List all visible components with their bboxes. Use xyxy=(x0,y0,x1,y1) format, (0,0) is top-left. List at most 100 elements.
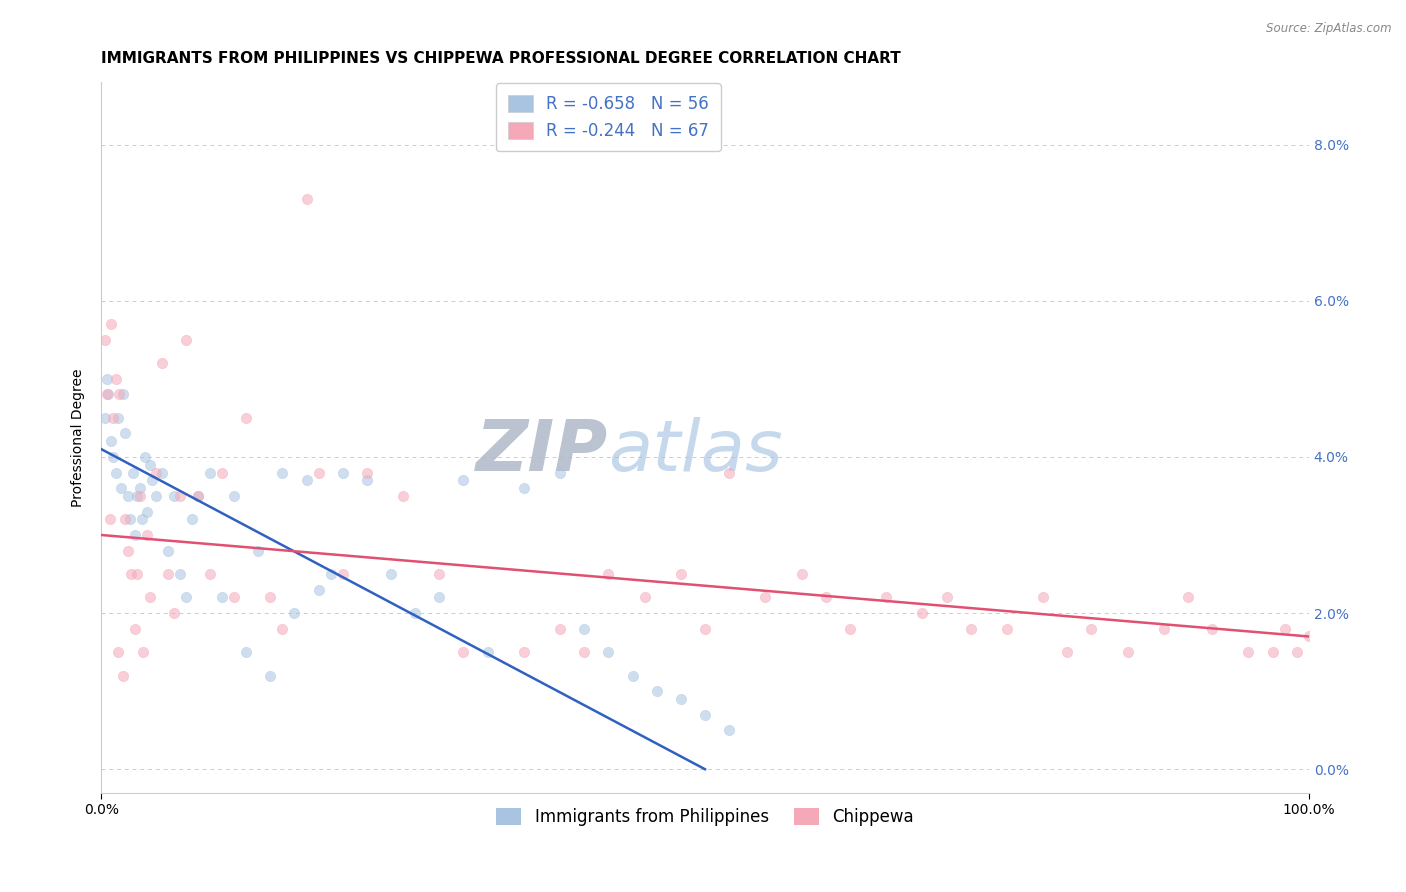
Point xyxy=(1116,645,1139,659)
Point xyxy=(319,567,342,582)
Point xyxy=(141,473,163,487)
Point xyxy=(839,622,862,636)
Point xyxy=(356,473,378,487)
Point xyxy=(718,466,741,480)
Point xyxy=(1285,645,1308,659)
Point xyxy=(356,466,378,480)
Point xyxy=(103,410,125,425)
Y-axis label: Professional Degree: Professional Degree xyxy=(72,368,86,507)
Point xyxy=(110,481,132,495)
Point xyxy=(1080,622,1102,636)
Point xyxy=(693,707,716,722)
Point xyxy=(104,466,127,480)
Point xyxy=(935,591,957,605)
Point xyxy=(1056,645,1078,659)
Point xyxy=(138,458,160,472)
Point xyxy=(136,528,159,542)
Point xyxy=(513,645,536,659)
Point xyxy=(598,567,620,582)
Point xyxy=(94,410,117,425)
Text: ZIP: ZIP xyxy=(477,417,609,486)
Point xyxy=(103,450,125,464)
Point xyxy=(121,466,143,480)
Point xyxy=(718,723,741,738)
Point xyxy=(271,466,294,480)
Point xyxy=(995,622,1018,636)
Point xyxy=(222,591,245,605)
Point xyxy=(156,567,179,582)
Point xyxy=(1261,645,1284,659)
Point xyxy=(1032,591,1054,605)
Point xyxy=(111,668,134,682)
Point xyxy=(163,606,186,620)
Point xyxy=(187,489,209,503)
Point xyxy=(513,481,536,495)
Point xyxy=(187,489,209,503)
Text: IMMIGRANTS FROM PHILIPPINES VS CHIPPEWA PROFESSIONAL DEGREE CORRELATION CHART: IMMIGRANTS FROM PHILIPPINES VS CHIPPEWA … xyxy=(101,51,901,66)
Point xyxy=(308,466,330,480)
Point xyxy=(180,512,202,526)
Point xyxy=(222,489,245,503)
Point xyxy=(96,372,118,386)
Point xyxy=(174,333,197,347)
Point xyxy=(124,622,146,636)
Point xyxy=(427,591,450,605)
Point xyxy=(114,512,136,526)
Point xyxy=(120,512,142,526)
Point xyxy=(107,645,129,659)
Point xyxy=(127,489,149,503)
Point xyxy=(156,543,179,558)
Point xyxy=(754,591,776,605)
Point xyxy=(128,489,150,503)
Point xyxy=(1237,645,1260,659)
Point xyxy=(1177,591,1199,605)
Point xyxy=(1153,622,1175,636)
Point xyxy=(247,543,270,558)
Point xyxy=(114,426,136,441)
Point xyxy=(169,489,191,503)
Point xyxy=(145,489,167,503)
Text: atlas: atlas xyxy=(609,417,783,486)
Point xyxy=(1201,622,1223,636)
Point xyxy=(790,567,813,582)
Point xyxy=(127,567,149,582)
Point xyxy=(211,466,233,480)
Point xyxy=(453,645,475,659)
Point xyxy=(235,410,257,425)
Point xyxy=(1298,630,1320,644)
Point xyxy=(477,645,499,659)
Point xyxy=(120,567,142,582)
Point xyxy=(96,387,118,401)
Point xyxy=(453,473,475,487)
Point xyxy=(308,582,330,597)
Legend: Immigrants from Philippines, Chippewa: Immigrants from Philippines, Chippewa xyxy=(488,799,922,834)
Point xyxy=(163,489,186,503)
Point xyxy=(108,387,131,401)
Point xyxy=(548,622,571,636)
Text: Source: ZipAtlas.com: Source: ZipAtlas.com xyxy=(1267,22,1392,36)
Point xyxy=(136,505,159,519)
Point xyxy=(295,473,318,487)
Point xyxy=(598,645,620,659)
Point xyxy=(814,591,837,605)
Point xyxy=(134,450,156,464)
Point xyxy=(693,622,716,636)
Point xyxy=(169,567,191,582)
Point xyxy=(645,684,668,698)
Point xyxy=(259,591,281,605)
Point xyxy=(380,567,402,582)
Point xyxy=(100,434,122,449)
Point xyxy=(875,591,897,605)
Point xyxy=(198,466,221,480)
Point xyxy=(128,481,150,495)
Point xyxy=(959,622,981,636)
Point xyxy=(111,387,134,401)
Point xyxy=(574,645,596,659)
Point xyxy=(911,606,934,620)
Point xyxy=(669,692,692,706)
Point xyxy=(404,606,426,620)
Point xyxy=(283,606,305,620)
Point xyxy=(332,567,354,582)
Point xyxy=(117,489,139,503)
Point xyxy=(131,512,153,526)
